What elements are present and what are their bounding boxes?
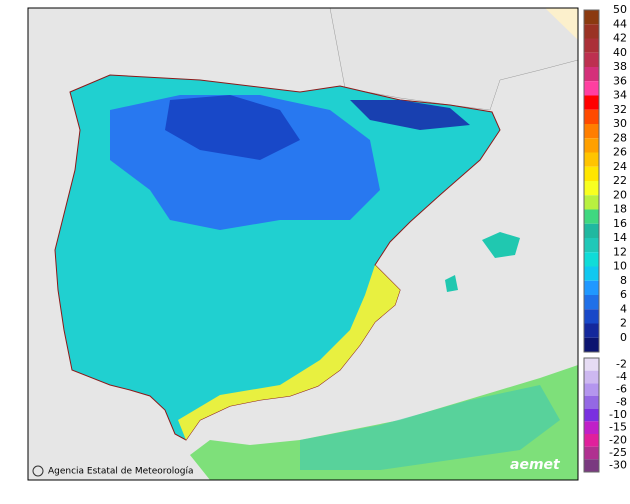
italy [545, 8, 578, 40]
legend-swatch [584, 421, 599, 434]
legend-label: 44 [613, 17, 627, 30]
legend-swatch [584, 383, 599, 396]
legend: 5044424038363432302826242220181614121086… [583, 3, 627, 473]
legend-label: 38 [613, 60, 627, 73]
legend-label: 34 [613, 89, 627, 102]
legend-label: -10 [609, 408, 627, 421]
legend-swatch [584, 446, 599, 460]
legend-swatch [584, 95, 599, 110]
legend-label: 20 [613, 188, 627, 201]
legend-label: 6 [620, 288, 627, 301]
legend-label: 24 [613, 160, 627, 173]
legend-swatch [584, 24, 599, 39]
mallorca [482, 232, 520, 258]
logo: aemet [510, 457, 561, 473]
cold-core [165, 95, 300, 160]
legend-label: 40 [613, 46, 627, 59]
legend-swatch [584, 223, 599, 238]
warm-coast [178, 265, 400, 440]
agency-name: Agencia Estatal de Meteorología [48, 467, 194, 477]
legend-label: 2 [620, 317, 627, 330]
legend-swatch [584, 124, 599, 139]
legend-frame [583, 357, 600, 473]
legend-swatch [584, 10, 599, 25]
legend-swatch [584, 81, 599, 96]
legend-swatch [584, 396, 599, 409]
legend-label: 16 [613, 217, 627, 230]
legend-swatch [584, 67, 599, 82]
legend-label: 4 [620, 302, 627, 315]
legend-label: 42 [613, 32, 627, 45]
map-frame [27, 7, 579, 481]
legend-swatch [584, 337, 599, 352]
legend-swatch [584, 266, 599, 281]
legend-label: 30 [613, 117, 627, 130]
legend-swatch [584, 238, 599, 253]
atlas [300, 385, 560, 470]
legend-swatch [584, 109, 599, 124]
legend-frame [583, 9, 600, 353]
legend-swatch [584, 195, 599, 210]
legend-swatch [584, 280, 599, 295]
legend-label: -8 [616, 395, 627, 408]
legend-label: -30 [609, 459, 627, 472]
legend-label: 18 [613, 203, 627, 216]
legend-swatch [584, 181, 599, 196]
legend-swatch [584, 209, 599, 224]
legend-label: -15 [609, 421, 627, 434]
ibiza [445, 275, 458, 292]
legend-swatch [584, 152, 599, 167]
legend-label: -2 [616, 357, 627, 370]
legend-swatch [584, 323, 599, 338]
legend-swatch [584, 309, 599, 324]
copyright-icon [32, 465, 44, 477]
legend-label: 50 [613, 3, 627, 16]
legend-label: 28 [613, 131, 627, 144]
legend-swatch [584, 459, 599, 472]
legend-label: -4 [616, 370, 627, 383]
legend-label: 26 [613, 146, 627, 159]
legend-label: 22 [613, 174, 627, 187]
legend-swatch [584, 295, 599, 310]
legend-label: 8 [620, 274, 627, 287]
legend-label: -20 [609, 433, 627, 446]
legend-swatch [584, 252, 599, 267]
legend-swatch [584, 408, 599, 422]
legend-label: 36 [613, 74, 627, 87]
legend-swatch [584, 38, 599, 53]
legend-label: 10 [613, 260, 627, 273]
legend-swatch [584, 138, 599, 153]
legend-swatch [584, 166, 599, 181]
legend-label: 12 [613, 245, 627, 258]
legend-label: -6 [616, 383, 627, 396]
legend-label: -25 [609, 446, 627, 459]
legend-label: 32 [613, 103, 627, 116]
legend-swatch [584, 370, 599, 384]
legend-swatch [584, 52, 599, 67]
legend-label: 0 [620, 331, 627, 344]
legend-label: 14 [613, 231, 627, 244]
legend-swatch [584, 434, 599, 447]
legend-swatch [584, 358, 599, 371]
pyrenees [350, 100, 470, 130]
